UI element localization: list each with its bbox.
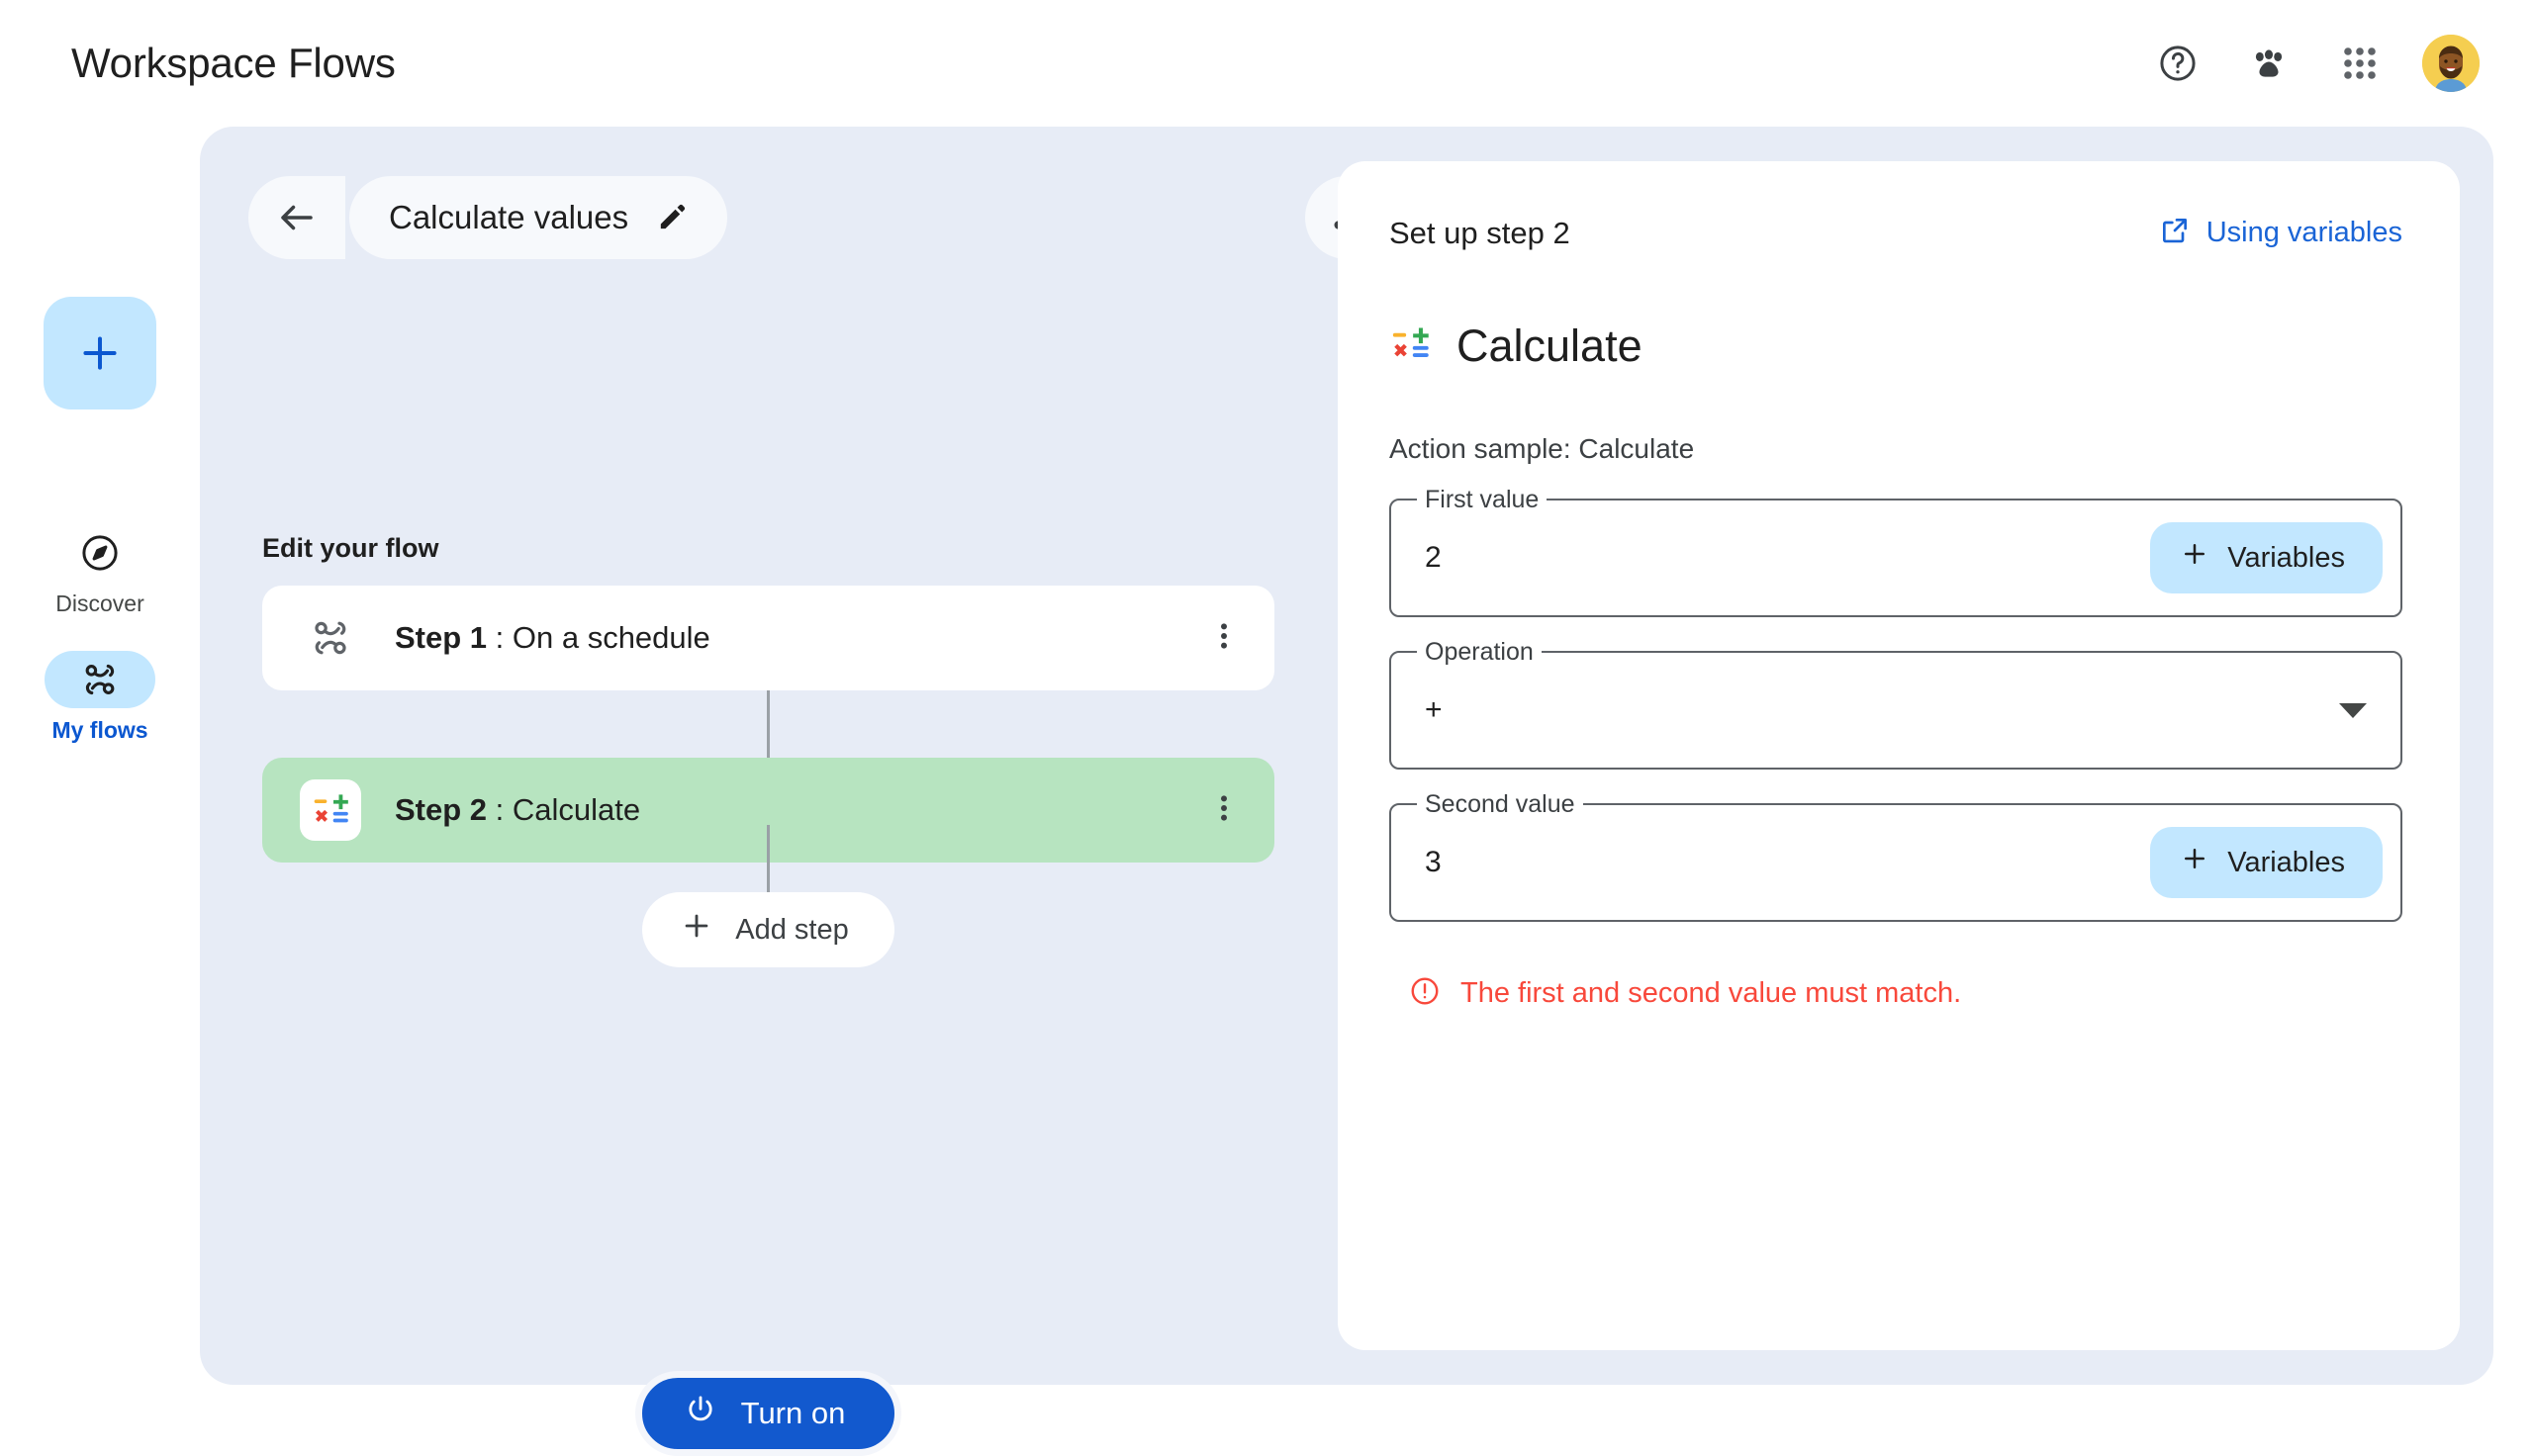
add-step-label: Add step bbox=[735, 913, 849, 946]
power-icon bbox=[684, 1393, 717, 1434]
top-bar: Workspace Flows bbox=[0, 0, 2533, 127]
calculate-icon bbox=[300, 779, 361, 841]
left-rail: Discover My flows bbox=[0, 127, 200, 1424]
setup-panel: Set up step 2 Using variables bbox=[1338, 161, 2460, 1350]
turn-on-area: Turn on bbox=[262, 1371, 1274, 1456]
action-name: Calculate bbox=[1456, 320, 1642, 371]
flow-canvas: Calculate values Edit your flow bbox=[200, 127, 2493, 1456]
second-value-label: Second value bbox=[1417, 790, 1583, 819]
help-circle-icon[interactable] bbox=[2149, 35, 2206, 92]
first-value-variables-button[interactable]: Variables bbox=[2150, 522, 2383, 593]
using-variables-link[interactable]: Using variables bbox=[2159, 215, 2402, 251]
second-value-variables-label: Variables bbox=[2227, 846, 2345, 878]
sidebar-item-my-flows[interactable]: My flows bbox=[31, 651, 169, 744]
second-value-variables-button[interactable]: Variables bbox=[2150, 827, 2383, 898]
my-flows-pill bbox=[45, 651, 155, 708]
error-circle-icon bbox=[1409, 975, 1441, 1012]
discover-pill bbox=[45, 524, 155, 582]
sidebar-item-my-flows-label: My flows bbox=[51, 717, 148, 743]
plus-icon bbox=[2180, 844, 2209, 881]
action-header: Calculate bbox=[1389, 320, 2402, 372]
second-value-field[interactable]: Second value 3 Variables bbox=[1389, 790, 2402, 922]
flow-step-2-more-icon[interactable] bbox=[1207, 791, 1241, 830]
add-step-button[interactable]: Add step bbox=[642, 892, 894, 967]
flow-step-1-separator: : bbox=[487, 620, 513, 655]
create-new-flow-button[interactable] bbox=[44, 297, 156, 410]
flow-step-2-prefix: Step 2 bbox=[395, 792, 488, 827]
add-step-area: Add step bbox=[262, 825, 1274, 967]
flow-steps-list: Step 1 : On a schedule Step 2 : bbox=[262, 586, 1274, 863]
external-link-icon bbox=[2159, 215, 2191, 251]
flow-step-2-name: Calculate bbox=[512, 792, 641, 827]
turn-on-label: Turn on bbox=[740, 1396, 846, 1430]
step-connector bbox=[767, 690, 770, 758]
plus-icon bbox=[2180, 539, 2209, 577]
operation-select[interactable]: Operation + bbox=[1389, 638, 2402, 770]
turn-on-button[interactable]: Turn on bbox=[634, 1371, 902, 1456]
user-avatar[interactable] bbox=[2422, 35, 2480, 92]
paw-print-icon[interactable] bbox=[2240, 35, 2298, 92]
validation-error-message: The first and second value must match. bbox=[1460, 977, 1962, 1009]
panel-title: Set up step 2 bbox=[1389, 215, 1570, 250]
flow-header: Calculate values bbox=[248, 176, 728, 259]
edit-flow-label: Edit your flow bbox=[262, 533, 439, 563]
first-value-input[interactable]: 2 bbox=[1425, 541, 1442, 574]
top-bar-actions bbox=[2149, 35, 2493, 92]
plus-icon bbox=[680, 909, 713, 951]
action-sample-text: Action sample: Calculate bbox=[1389, 433, 1695, 464]
first-value-field[interactable]: First value 2 Variables bbox=[1389, 486, 2402, 617]
calculate-icon bbox=[1389, 323, 1431, 370]
validation-error: The first and second value must match. bbox=[1409, 975, 2402, 1012]
flow-step-1-more-icon[interactable] bbox=[1207, 619, 1241, 658]
sidebar-item-discover[interactable]: Discover bbox=[31, 524, 169, 617]
flow-name-chip[interactable]: Calculate values bbox=[349, 176, 728, 259]
flow-step-1-label: Step 1 : On a schedule bbox=[395, 620, 710, 656]
flow-step-1-name: On a schedule bbox=[512, 620, 710, 655]
operation-label: Operation bbox=[1417, 638, 1542, 667]
flow-step-2-separator: : bbox=[487, 792, 513, 827]
flow-step-1[interactable]: Step 1 : On a schedule bbox=[262, 586, 1274, 690]
app-title: Workspace Flows bbox=[71, 40, 396, 86]
operation-value: + bbox=[1425, 693, 1443, 726]
using-variables-label: Using variables bbox=[2205, 217, 2402, 248]
flow-step-1-prefix: Step 1 bbox=[395, 620, 488, 655]
back-button[interactable] bbox=[248, 176, 345, 259]
flow-route-icon bbox=[300, 607, 361, 669]
flow-name: Calculate values bbox=[389, 199, 629, 235]
apps-grid-icon[interactable] bbox=[2331, 35, 2389, 92]
first-value-label: First value bbox=[1417, 486, 1548, 514]
second-value-input[interactable]: 3 bbox=[1425, 846, 1442, 878]
pencil-icon[interactable] bbox=[656, 200, 690, 236]
flow-step-2-label: Step 2 : Calculate bbox=[395, 792, 640, 828]
sidebar-item-discover-label: Discover bbox=[55, 591, 144, 616]
panel-header: Set up step 2 Using variables bbox=[1389, 215, 2402, 251]
add-step-connector bbox=[767, 825, 770, 892]
triangle-down-icon[interactable] bbox=[2339, 702, 2367, 718]
first-value-variables-label: Variables bbox=[2227, 541, 2345, 574]
